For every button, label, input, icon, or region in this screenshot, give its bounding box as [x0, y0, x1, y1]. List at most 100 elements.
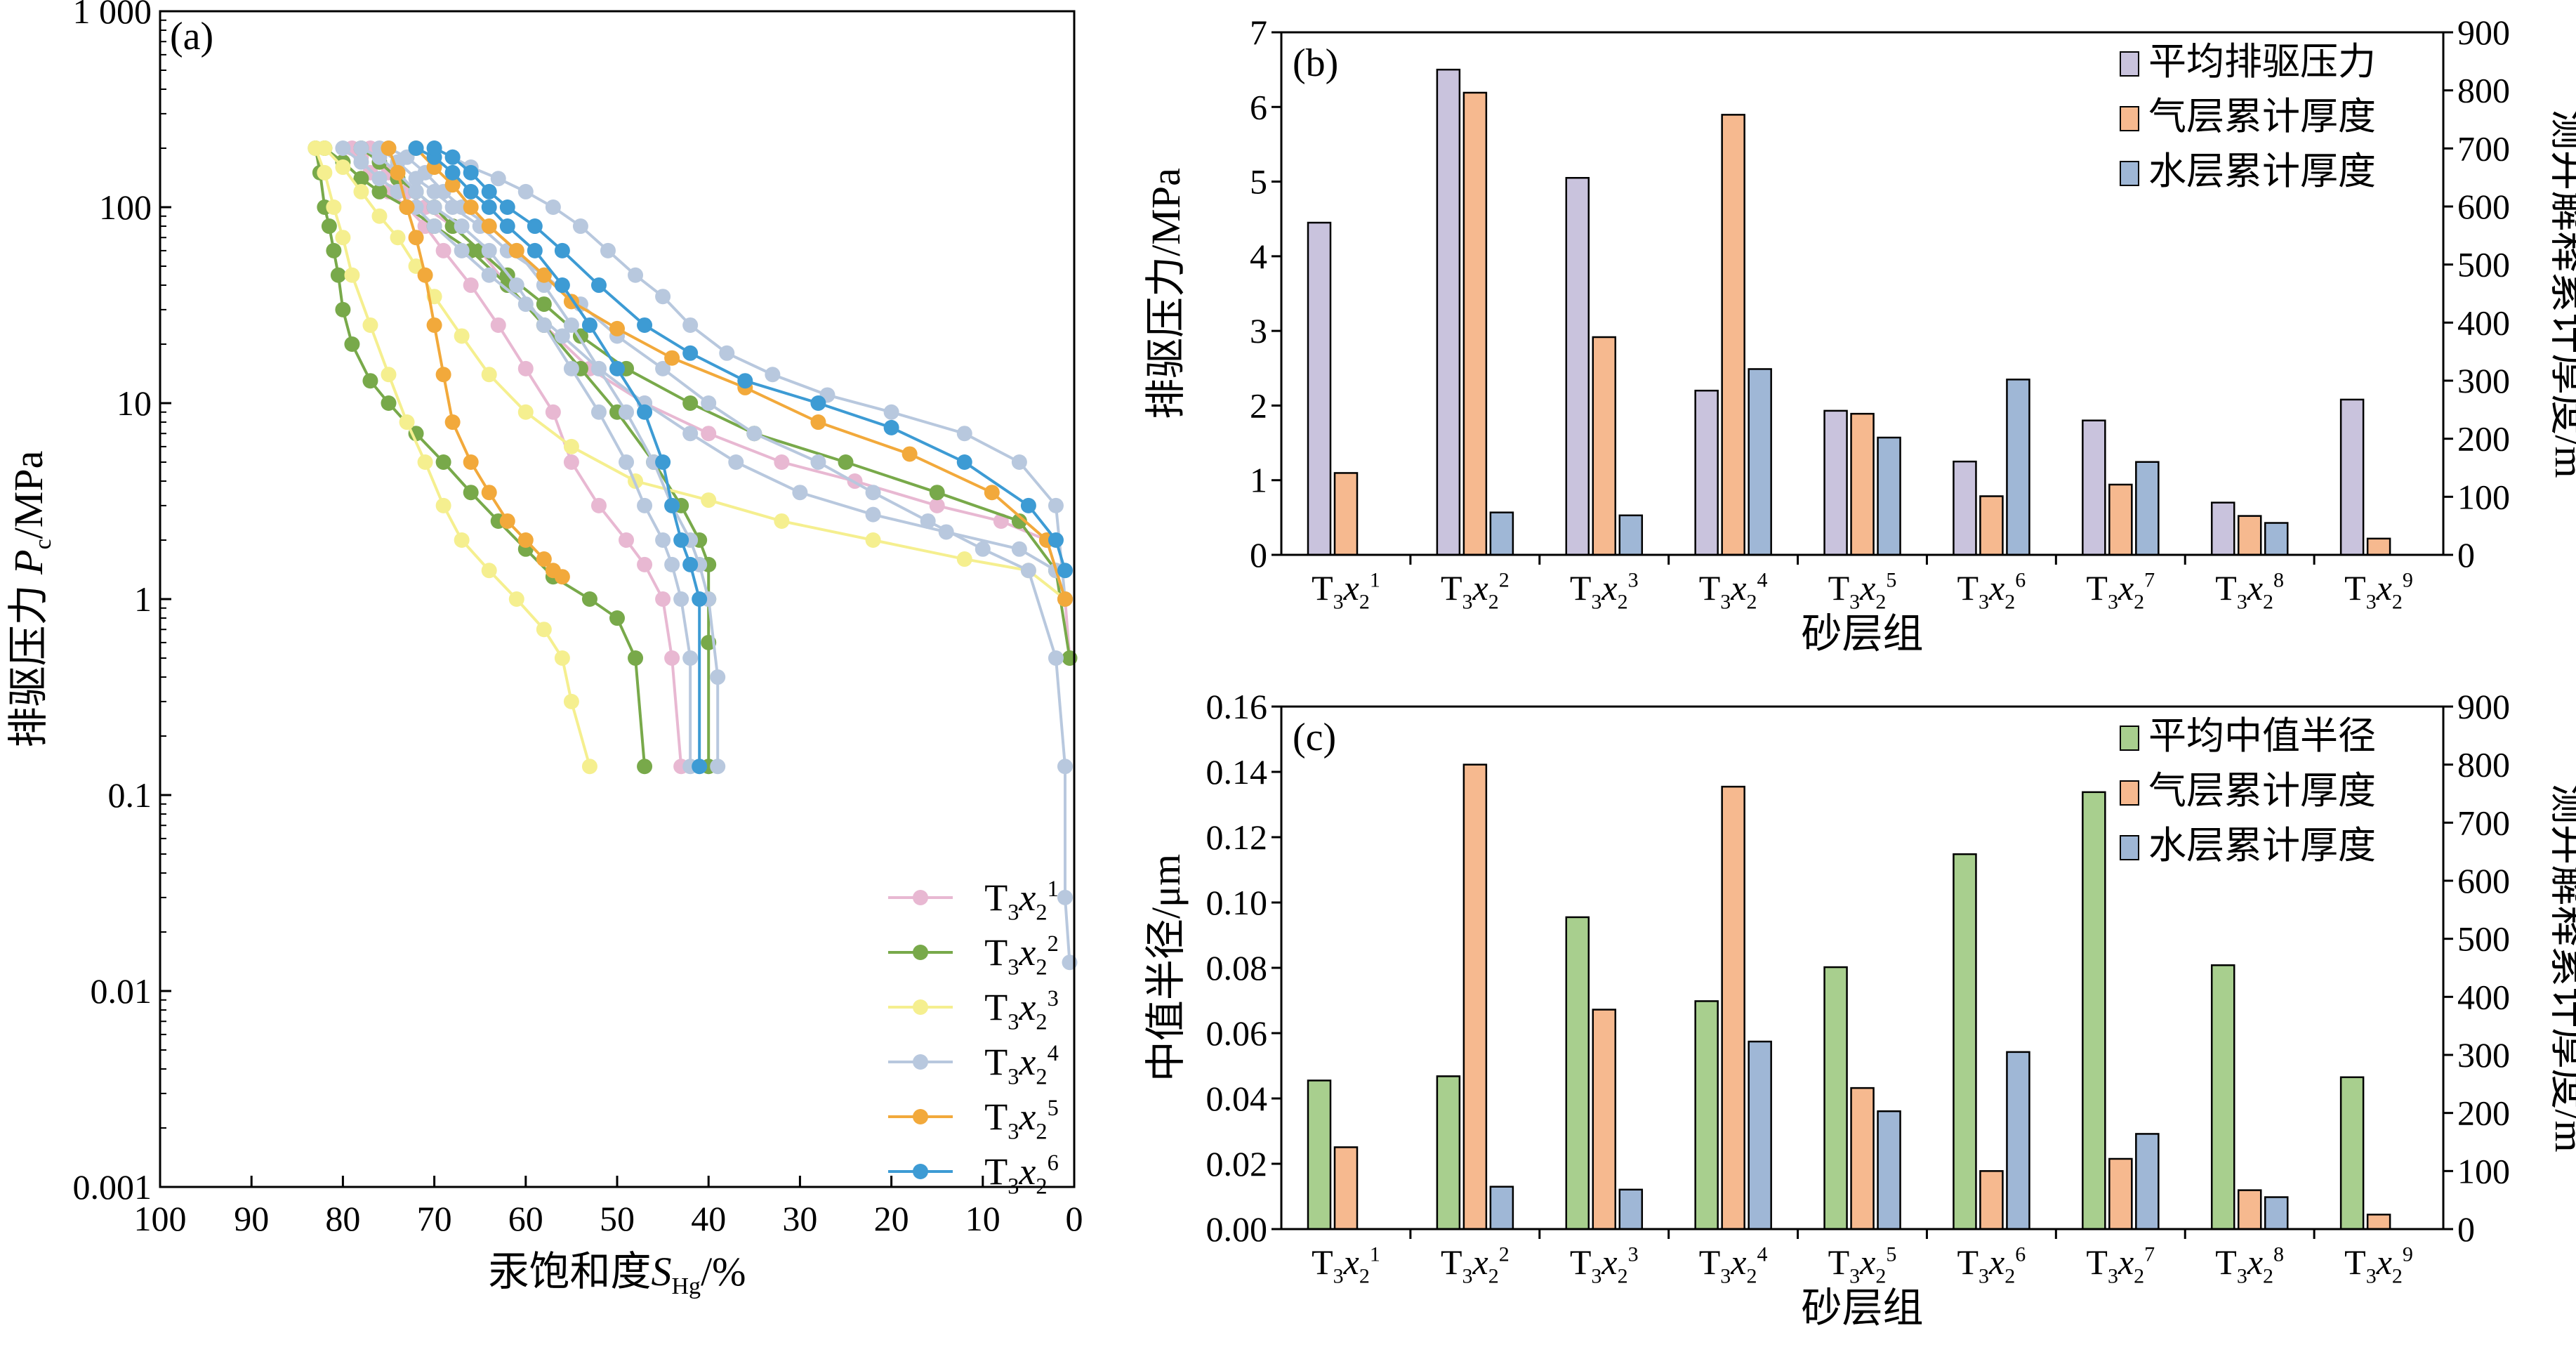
series-line: [415, 147, 1066, 600]
bar: [2210, 501, 2235, 556]
y-tick-label: 0.01: [91, 971, 152, 1011]
y2-tick-label: 500: [2457, 245, 2510, 284]
data-point: [1057, 759, 1073, 775]
bar: [2006, 1051, 2030, 1230]
x-tick-label: T3x22: [1441, 1242, 1510, 1288]
data-point: [517, 183, 534, 199]
data-point: [1057, 563, 1073, 579]
y-tick-label: 0.08: [1206, 948, 1268, 987]
y2-tick-label: 300: [2457, 361, 2510, 400]
legend-label: 气层累计厚度: [2148, 770, 2376, 812]
y-tick-label: 0.14: [1206, 752, 1268, 792]
data-point: [664, 350, 680, 366]
data-point: [692, 591, 708, 607]
bar: [1721, 114, 1745, 556]
legend-swatch: [2120, 51, 2139, 77]
data-point: [545, 199, 561, 215]
y2-tick-label: 200: [2457, 419, 2510, 459]
y-axis-label: 排驱压力 Pc/MPa: [6, 451, 56, 748]
data-point: [444, 414, 461, 431]
x-tick-label: T3x22: [1441, 568, 1510, 614]
bar: [2366, 1214, 2391, 1230]
data-point: [326, 199, 342, 215]
data-point: [508, 277, 524, 294]
data-point: [664, 556, 680, 572]
bar: [2366, 537, 2391, 556]
data-point: [1011, 541, 1027, 557]
data-point: [335, 159, 351, 176]
data-point: [317, 140, 333, 157]
y-tick-label: 10: [117, 383, 152, 423]
data-point: [536, 317, 552, 333]
data-point: [1011, 454, 1027, 470]
data-point: [1020, 563, 1036, 579]
series-line: [342, 147, 1066, 600]
x-tick-label: T3x27: [2086, 568, 2155, 614]
legend-marker: [913, 945, 928, 960]
x-tick-label: T3x24: [1699, 568, 1768, 614]
y-tick-label: 0.04: [1206, 1079, 1268, 1118]
legend-label: 水层累计厚度: [2148, 150, 2376, 192]
y2-tick-label: 700: [2457, 129, 2510, 168]
data-point: [710, 759, 726, 775]
series-line: [433, 147, 1066, 571]
x-tick-label: 60: [508, 1199, 543, 1238]
y-tick-label: 2: [1250, 386, 1267, 425]
data-point: [481, 367, 497, 383]
data-point: [390, 230, 406, 246]
data-point: [701, 426, 717, 442]
data-point: [637, 497, 653, 513]
data-point: [463, 183, 479, 199]
y-tick-label: 6: [1250, 87, 1267, 126]
x-tick-label: T3x27: [2086, 1242, 2155, 1288]
bar: [1489, 511, 1514, 556]
data-point: [426, 183, 442, 199]
bar: [1307, 1079, 1332, 1230]
data-point: [581, 759, 597, 775]
panel-label: (b): [1293, 41, 1338, 85]
bar: [2135, 1133, 2160, 1230]
data-point: [481, 485, 497, 501]
panel-label: (a): [170, 15, 213, 58]
legend-label: 平均排驱压力: [2148, 41, 2376, 83]
bar: [1618, 514, 1644, 556]
data-point: [463, 454, 479, 470]
bar: [2237, 1189, 2262, 1230]
data-point: [408, 183, 424, 199]
data-point: [353, 171, 369, 187]
legend-label: T3x24: [984, 1041, 1059, 1090]
y2-axis-label: 测井解释累计厚度/m: [2547, 783, 2576, 1152]
y-tick-label: 0.001: [73, 1167, 152, 1207]
bar: [1953, 460, 1977, 556]
data-point: [454, 242, 470, 258]
y-tick-label: 100: [99, 188, 152, 227]
data-point: [746, 426, 762, 442]
bar: [2210, 964, 2235, 1230]
y2-tick-label: 800: [2457, 745, 2510, 785]
x-tick-label: 40: [691, 1199, 726, 1238]
x-tick-label: 10: [965, 1199, 1000, 1238]
data-point: [682, 556, 699, 572]
y2-tick-label: 600: [2457, 861, 2510, 900]
legend-marker: [913, 1109, 928, 1124]
x-tick-label: T3x23: [1570, 1242, 1639, 1288]
data-point: [481, 218, 497, 235]
data-point: [371, 183, 388, 199]
data-point: [810, 454, 826, 470]
data-point: [499, 199, 515, 215]
x-tick-label: T3x21: [1312, 1242, 1380, 1288]
data-point: [929, 485, 945, 501]
x-tick-label: 50: [600, 1199, 635, 1238]
data-point: [637, 404, 653, 420]
x-tick-label: 70: [417, 1199, 452, 1238]
data-point: [353, 140, 369, 157]
data-point: [655, 289, 671, 305]
bar: [1877, 1110, 1901, 1230]
bar: [1436, 68, 1461, 556]
x-tick-label: 20: [874, 1199, 909, 1238]
data-point: [321, 218, 337, 235]
data-point: [353, 183, 369, 199]
bar: [2339, 398, 2365, 556]
legend-label: T3x25: [984, 1096, 1059, 1145]
